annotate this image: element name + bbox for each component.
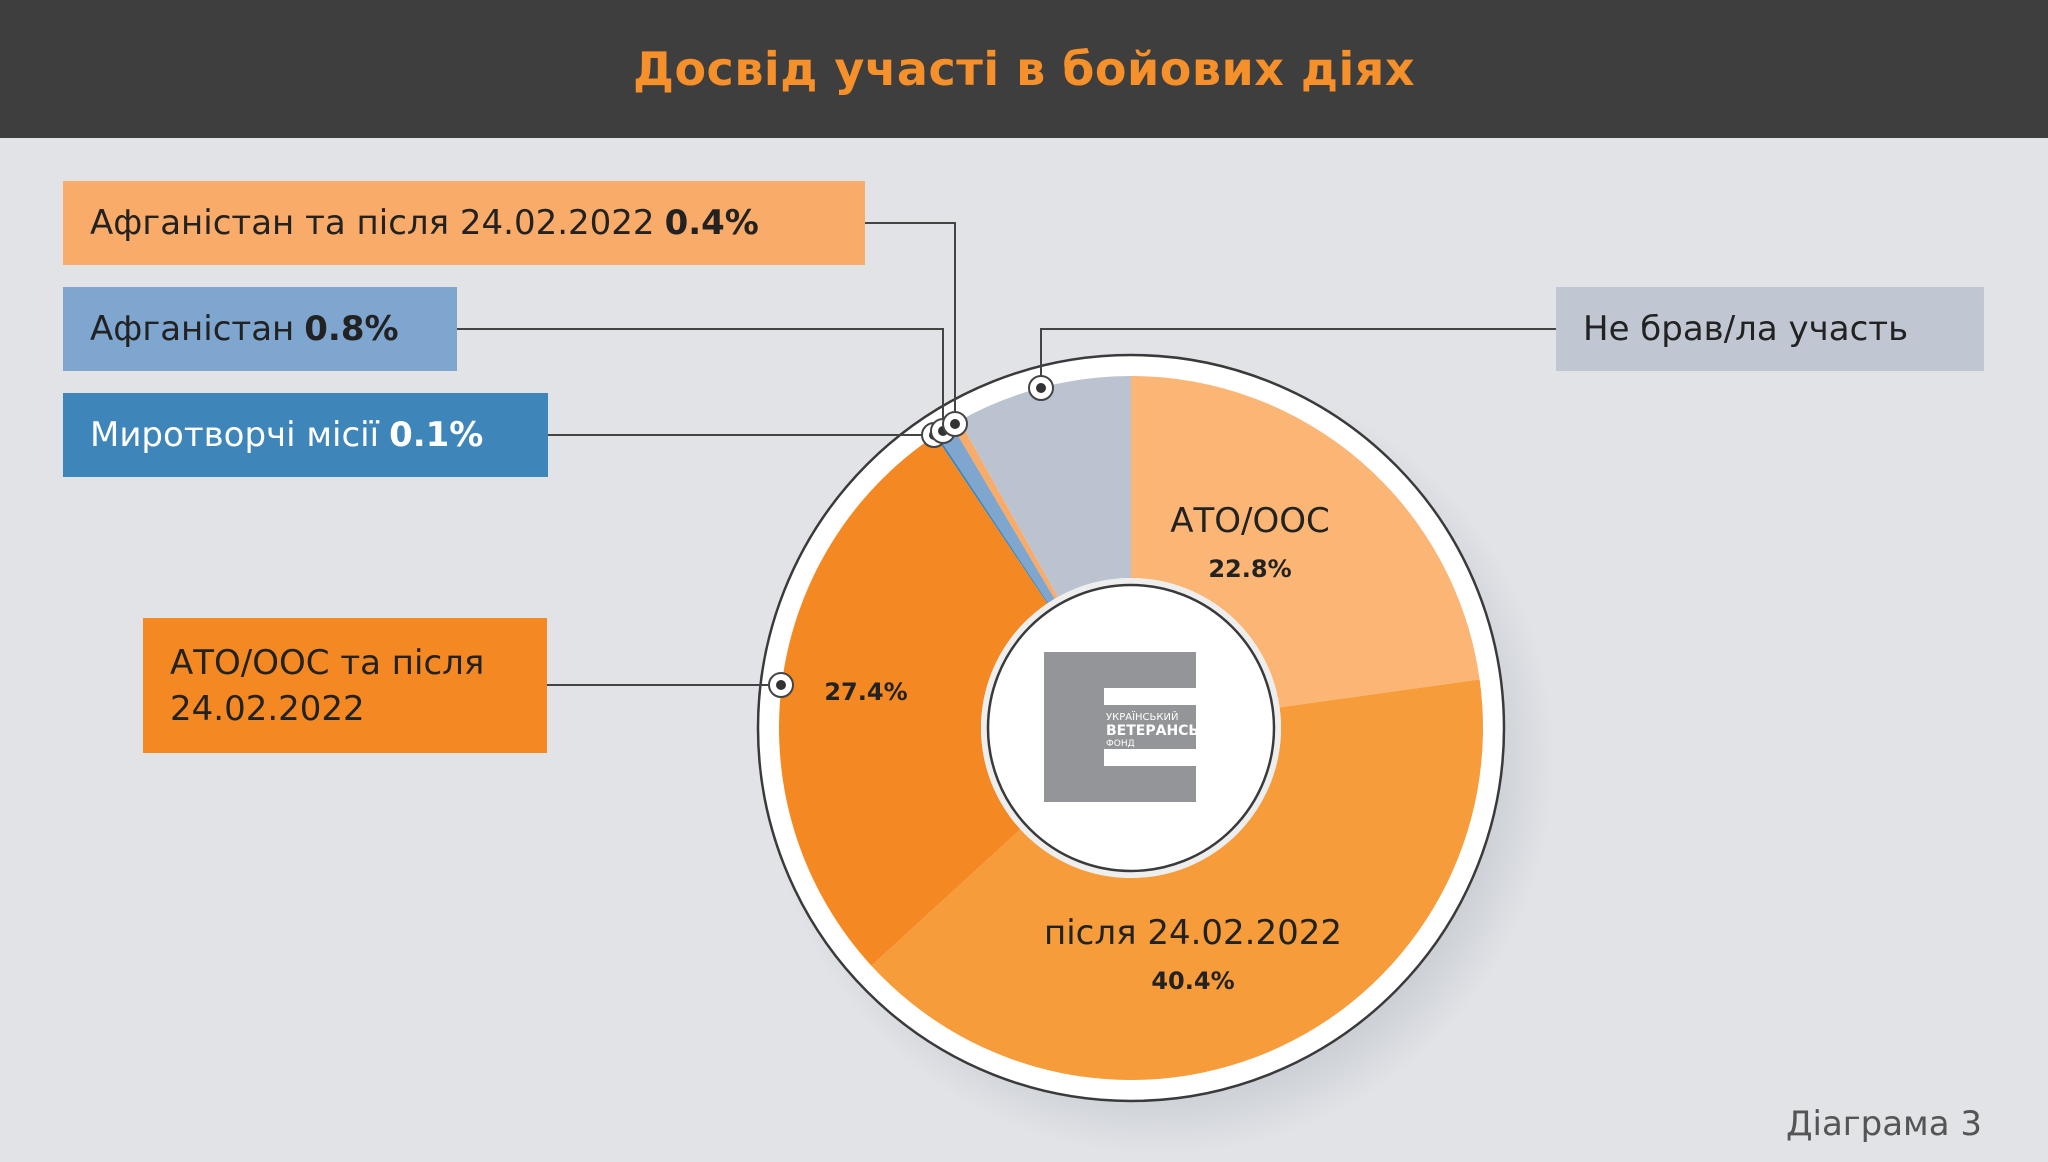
donut-slices: [779, 376, 1483, 1081]
label-peacekeeping: Миротворчі місії 0.1%: [63, 393, 548, 477]
leader-none: [1040, 328, 1556, 388]
label-afg-name: Афганістан: [90, 309, 295, 349]
donut-slice-2: [779, 435, 1048, 966]
marker-afg-post: [942, 411, 968, 437]
logo-line1: УКРАЇНСЬКИЙ: [1106, 710, 1178, 723]
label-no-participation: Не брав/ла участь: [1556, 287, 1984, 371]
label-none-name: Не брав/ла участь: [1583, 309, 1909, 349]
chart-header: Досвід участі в бойових діях: [0, 0, 2048, 138]
label-afghanistan-and-post-2022: Афганістан та після 24.02.2022 0.4%: [63, 181, 865, 265]
marker-none: [1028, 375, 1054, 401]
label-afg-post-value: 0.4%: [664, 203, 759, 243]
slice-label-atopost-value: 27.4%: [824, 678, 907, 706]
slice-label-ato-name: АТО/ООС: [1170, 501, 1330, 541]
leader-afg: [457, 328, 944, 432]
label-peace-name: Миротворчі місії: [90, 415, 380, 455]
logo: УКРАЇНСЬКИЙ ВЕТЕРАНСЬКИЙ ФОНД: [1044, 652, 1234, 802]
logo-band: [1104, 705, 1196, 749]
logo-line3: ФОНД: [1106, 739, 1135, 749]
chart-title: Досвід участі в бойових діях: [632, 42, 1416, 96]
slice-label-post-name: після 24.02.2022: [1044, 913, 1342, 953]
leader-lines: [457, 222, 1556, 686]
slice-label-post-value: 40.4%: [1151, 967, 1234, 995]
slice-label-ato-value: 22.8%: [1208, 555, 1291, 583]
marker-ato-post: [768, 672, 794, 698]
leader-afg-post: [865, 222, 956, 426]
donut-slice-0: [1131, 376, 1480, 708]
diagram-caption: Діаграма 3: [1785, 1104, 1982, 1144]
label-afg-value: 0.8%: [304, 309, 399, 349]
donut-slice-4: [936, 425, 1055, 603]
logo-line2: ВЕТЕРАНСЬКИЙ: [1106, 722, 1234, 739]
label-afg-post-name: Афганістан та після 24.02.2022: [90, 203, 655, 243]
donut-slice-1: [871, 679, 1483, 1081]
label-afghanistan: Афганістан 0.8%: [63, 287, 457, 371]
label-ato-and-post-2022: АТО/ООС та після 24.02.2022: [143, 618, 547, 753]
donut-slice-5: [951, 420, 1058, 599]
label-ato-post-name: АТО/ООС та після 24.02.2022: [170, 642, 485, 729]
label-peace-value: 0.1%: [389, 415, 484, 455]
donut-slice-3: [934, 434, 1049, 604]
leader-markers: [768, 375, 1054, 698]
donut-slice-6: [959, 376, 1131, 598]
